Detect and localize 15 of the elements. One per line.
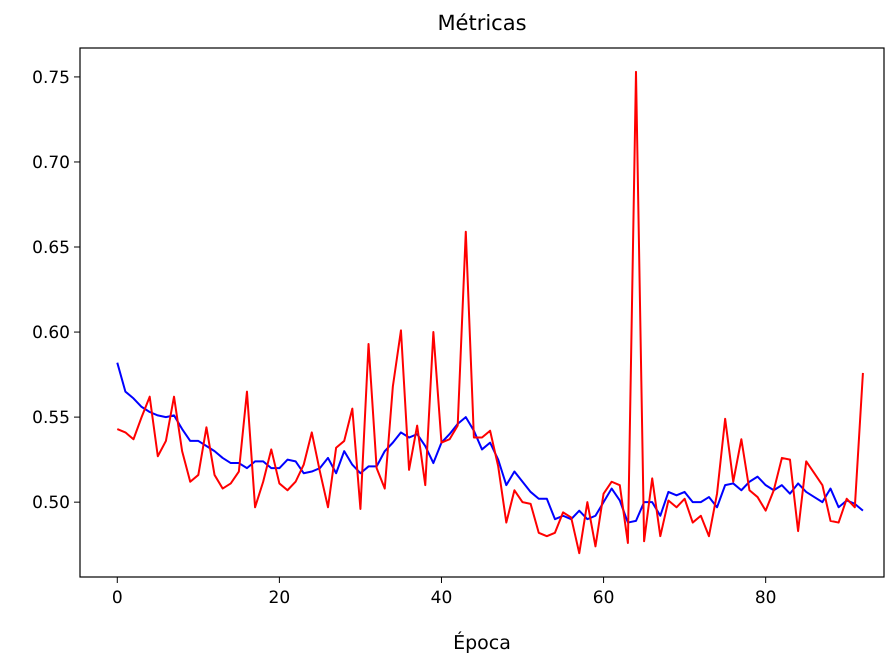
x-tick-label: 80	[754, 588, 776, 608]
x-tick-label: 40	[430, 588, 452, 608]
line-series	[116, 70, 864, 554]
x-tick-label: 20	[268, 588, 290, 608]
y-tick-label: 0.75	[32, 68, 70, 88]
y-tick-label: 0.60	[32, 323, 70, 344]
y-tick-label: 0.55	[32, 408, 70, 428]
y-tick-label: 0.50	[32, 493, 70, 514]
x-tick-label: 60	[592, 588, 614, 608]
y-tick-label: 0.65	[32, 238, 70, 258]
x-axis-title: Época	[453, 631, 511, 654]
y-tick-label: 0.70	[32, 152, 70, 173]
chart-title: Métricas	[437, 11, 527, 35]
line-series	[116, 362, 864, 524]
x-tick-label: 0	[112, 588, 123, 608]
